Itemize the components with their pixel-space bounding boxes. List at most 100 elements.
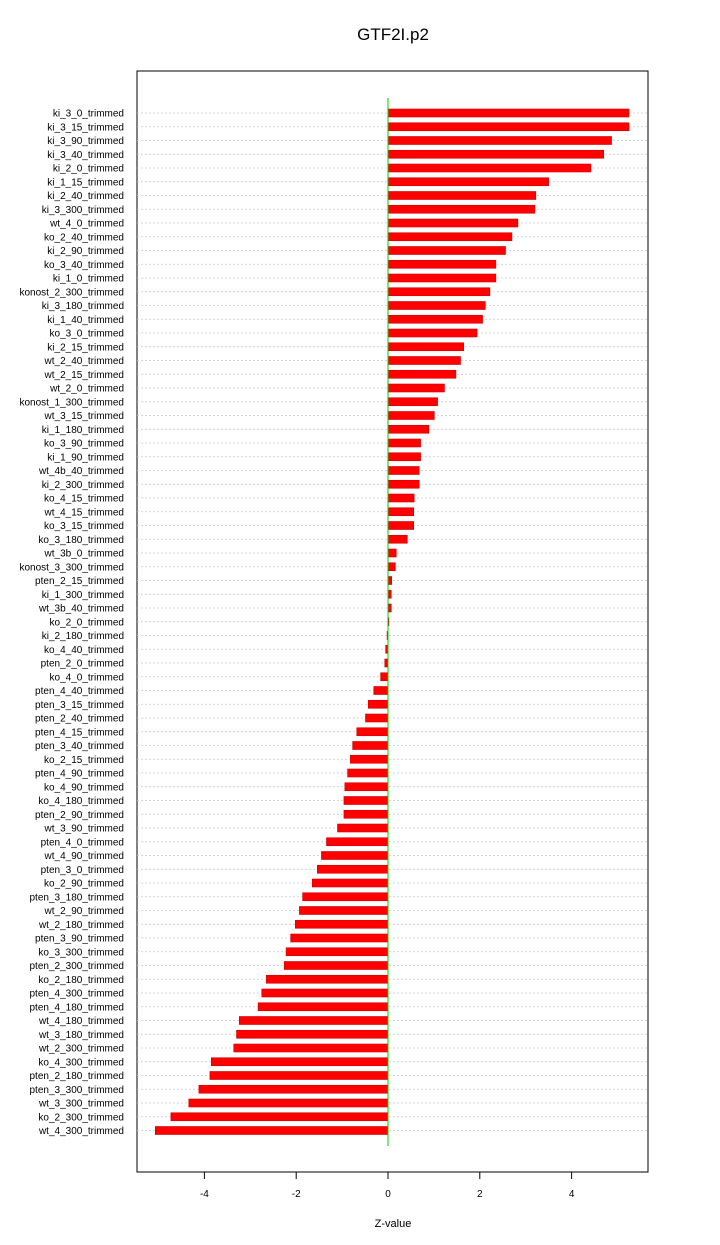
bar	[387, 479, 420, 489]
category-label: ko_2_90_trimmed	[44, 879, 124, 890]
bar	[387, 369, 457, 379]
bars	[154, 108, 630, 1135]
category-label: pten_2_15_trimmed	[35, 576, 124, 587]
x-tick-label: 0	[385, 1189, 391, 1200]
category-label: wt_3b_0_trimmed	[44, 549, 124, 560]
bar	[170, 1112, 389, 1122]
bar	[257, 1002, 389, 1012]
category-label: pten_3_0_trimmed	[41, 865, 124, 876]
x-tick-label: 2	[477, 1189, 483, 1200]
category-label: ko_4_0_trimmed	[50, 672, 124, 683]
category-label: ko_3_90_trimmed	[44, 439, 124, 450]
bar	[343, 796, 389, 805]
bar	[387, 204, 536, 214]
category-label: pten_4_180_trimmed	[29, 1002, 124, 1013]
bar	[387, 246, 506, 255]
bar	[387, 493, 415, 503]
category-label: ko_4_15_trimmed	[44, 494, 124, 505]
category-label: ki_3_90_trimmed	[47, 136, 124, 147]
bar	[387, 108, 630, 118]
category-label: konost_2_300_trimmed	[19, 287, 124, 298]
category-label: pten_3_15_trimmed	[35, 700, 124, 711]
category-label: ki_2_300_trimmed	[42, 480, 124, 491]
bar	[326, 837, 389, 847]
bar	[387, 548, 397, 558]
category-label: ki_1_0_trimmed	[53, 274, 124, 285]
bar	[387, 507, 415, 517]
category-label: ko_4_90_trimmed	[44, 782, 124, 793]
category-label: ko_4_40_trimmed	[44, 645, 124, 656]
bar	[387, 411, 435, 420]
bar	[350, 754, 389, 764]
bar	[387, 397, 438, 407]
category-label: pten_4_15_trimmed	[35, 727, 124, 738]
category-label: wt_4_90_trimmed	[44, 851, 124, 862]
bar	[387, 287, 491, 297]
bar	[367, 699, 389, 709]
category-label: ki_2_40_trimmed	[47, 191, 124, 202]
category-label: ki_2_0_trimmed	[53, 164, 124, 175]
category-label: wt_2_90_trimmed	[44, 906, 124, 917]
category-label: wt_4_180_trimmed	[38, 1016, 124, 1027]
bar	[387, 342, 465, 352]
category-label: wt_4b_40_trimmed	[38, 466, 124, 477]
category-label: ki_3_15_trimmed	[47, 122, 124, 133]
bar	[344, 782, 389, 792]
bar	[387, 521, 415, 530]
bar	[387, 356, 461, 365]
category-label: wt_2_180_trimmed	[38, 920, 124, 931]
bar	[321, 851, 389, 860]
bar	[266, 974, 389, 984]
bar	[387, 259, 497, 269]
bar	[387, 562, 396, 572]
category-label: wt_2_0_trimmed	[49, 384, 124, 395]
category-label: ko_3_0_trimmed	[50, 329, 124, 340]
bar	[387, 452, 421, 462]
category-label: ki_2_180_trimmed	[42, 631, 124, 642]
category-label: ko_4_300_trimmed	[38, 1057, 124, 1068]
category-label: pten_4_90_trimmed	[35, 769, 124, 780]
bar	[356, 727, 389, 737]
x-tick-label: -4	[200, 1189, 209, 1200]
category-label: wt_2_40_trimmed	[44, 356, 124, 367]
bar	[387, 122, 630, 132]
category-label: wt_4_300_trimmed	[38, 1126, 124, 1137]
bar	[294, 919, 389, 929]
category-label: ko_3_300_trimmed	[38, 947, 124, 958]
category-label: ki_2_90_trimmed	[47, 246, 124, 257]
category-label: ko_4_180_trimmed	[38, 796, 124, 807]
bar	[387, 466, 420, 475]
bar	[210, 1057, 389, 1067]
bar	[387, 301, 486, 310]
category-label: wt_3_300_trimmed	[38, 1099, 124, 1110]
bar	[343, 809, 389, 819]
category-label: ko_2_0_trimmed	[50, 617, 124, 628]
category-label: konost_1_300_trimmed	[19, 397, 124, 408]
category-label: wt_4_15_trimmed	[44, 507, 124, 518]
category-label: ko_3_40_trimmed	[44, 260, 124, 271]
bar	[387, 383, 445, 393]
category-label: ki_1_300_trimmed	[42, 590, 124, 601]
category-label: wt_2_15_trimmed	[44, 370, 124, 381]
bar	[387, 314, 483, 324]
bar	[387, 232, 513, 242]
category-label: pten_2_90_trimmed	[35, 810, 124, 821]
bar	[380, 672, 389, 682]
category-label: ki_3_0_trimmed	[53, 109, 124, 120]
bar	[387, 534, 408, 544]
bar	[387, 149, 605, 159]
category-label: pten_3_300_trimmed	[29, 1085, 124, 1096]
category-label: ko_2_40_trimmed	[44, 232, 124, 243]
bar	[387, 576, 392, 585]
bar	[154, 1126, 389, 1135]
category-label: pten_2_40_trimmed	[35, 714, 124, 725]
bar	[261, 988, 389, 998]
bar	[283, 961, 389, 970]
bar	[387, 163, 592, 173]
category-label: pten_4_40_trimmed	[35, 686, 124, 697]
category-labels: ki_3_0_trimmed ki_3_15_trimmed ki_3_90_tri…	[19, 109, 124, 1138]
bar	[387, 273, 497, 283]
bar	[233, 1043, 389, 1053]
category-label: pten_4_300_trimmed	[29, 989, 124, 1000]
